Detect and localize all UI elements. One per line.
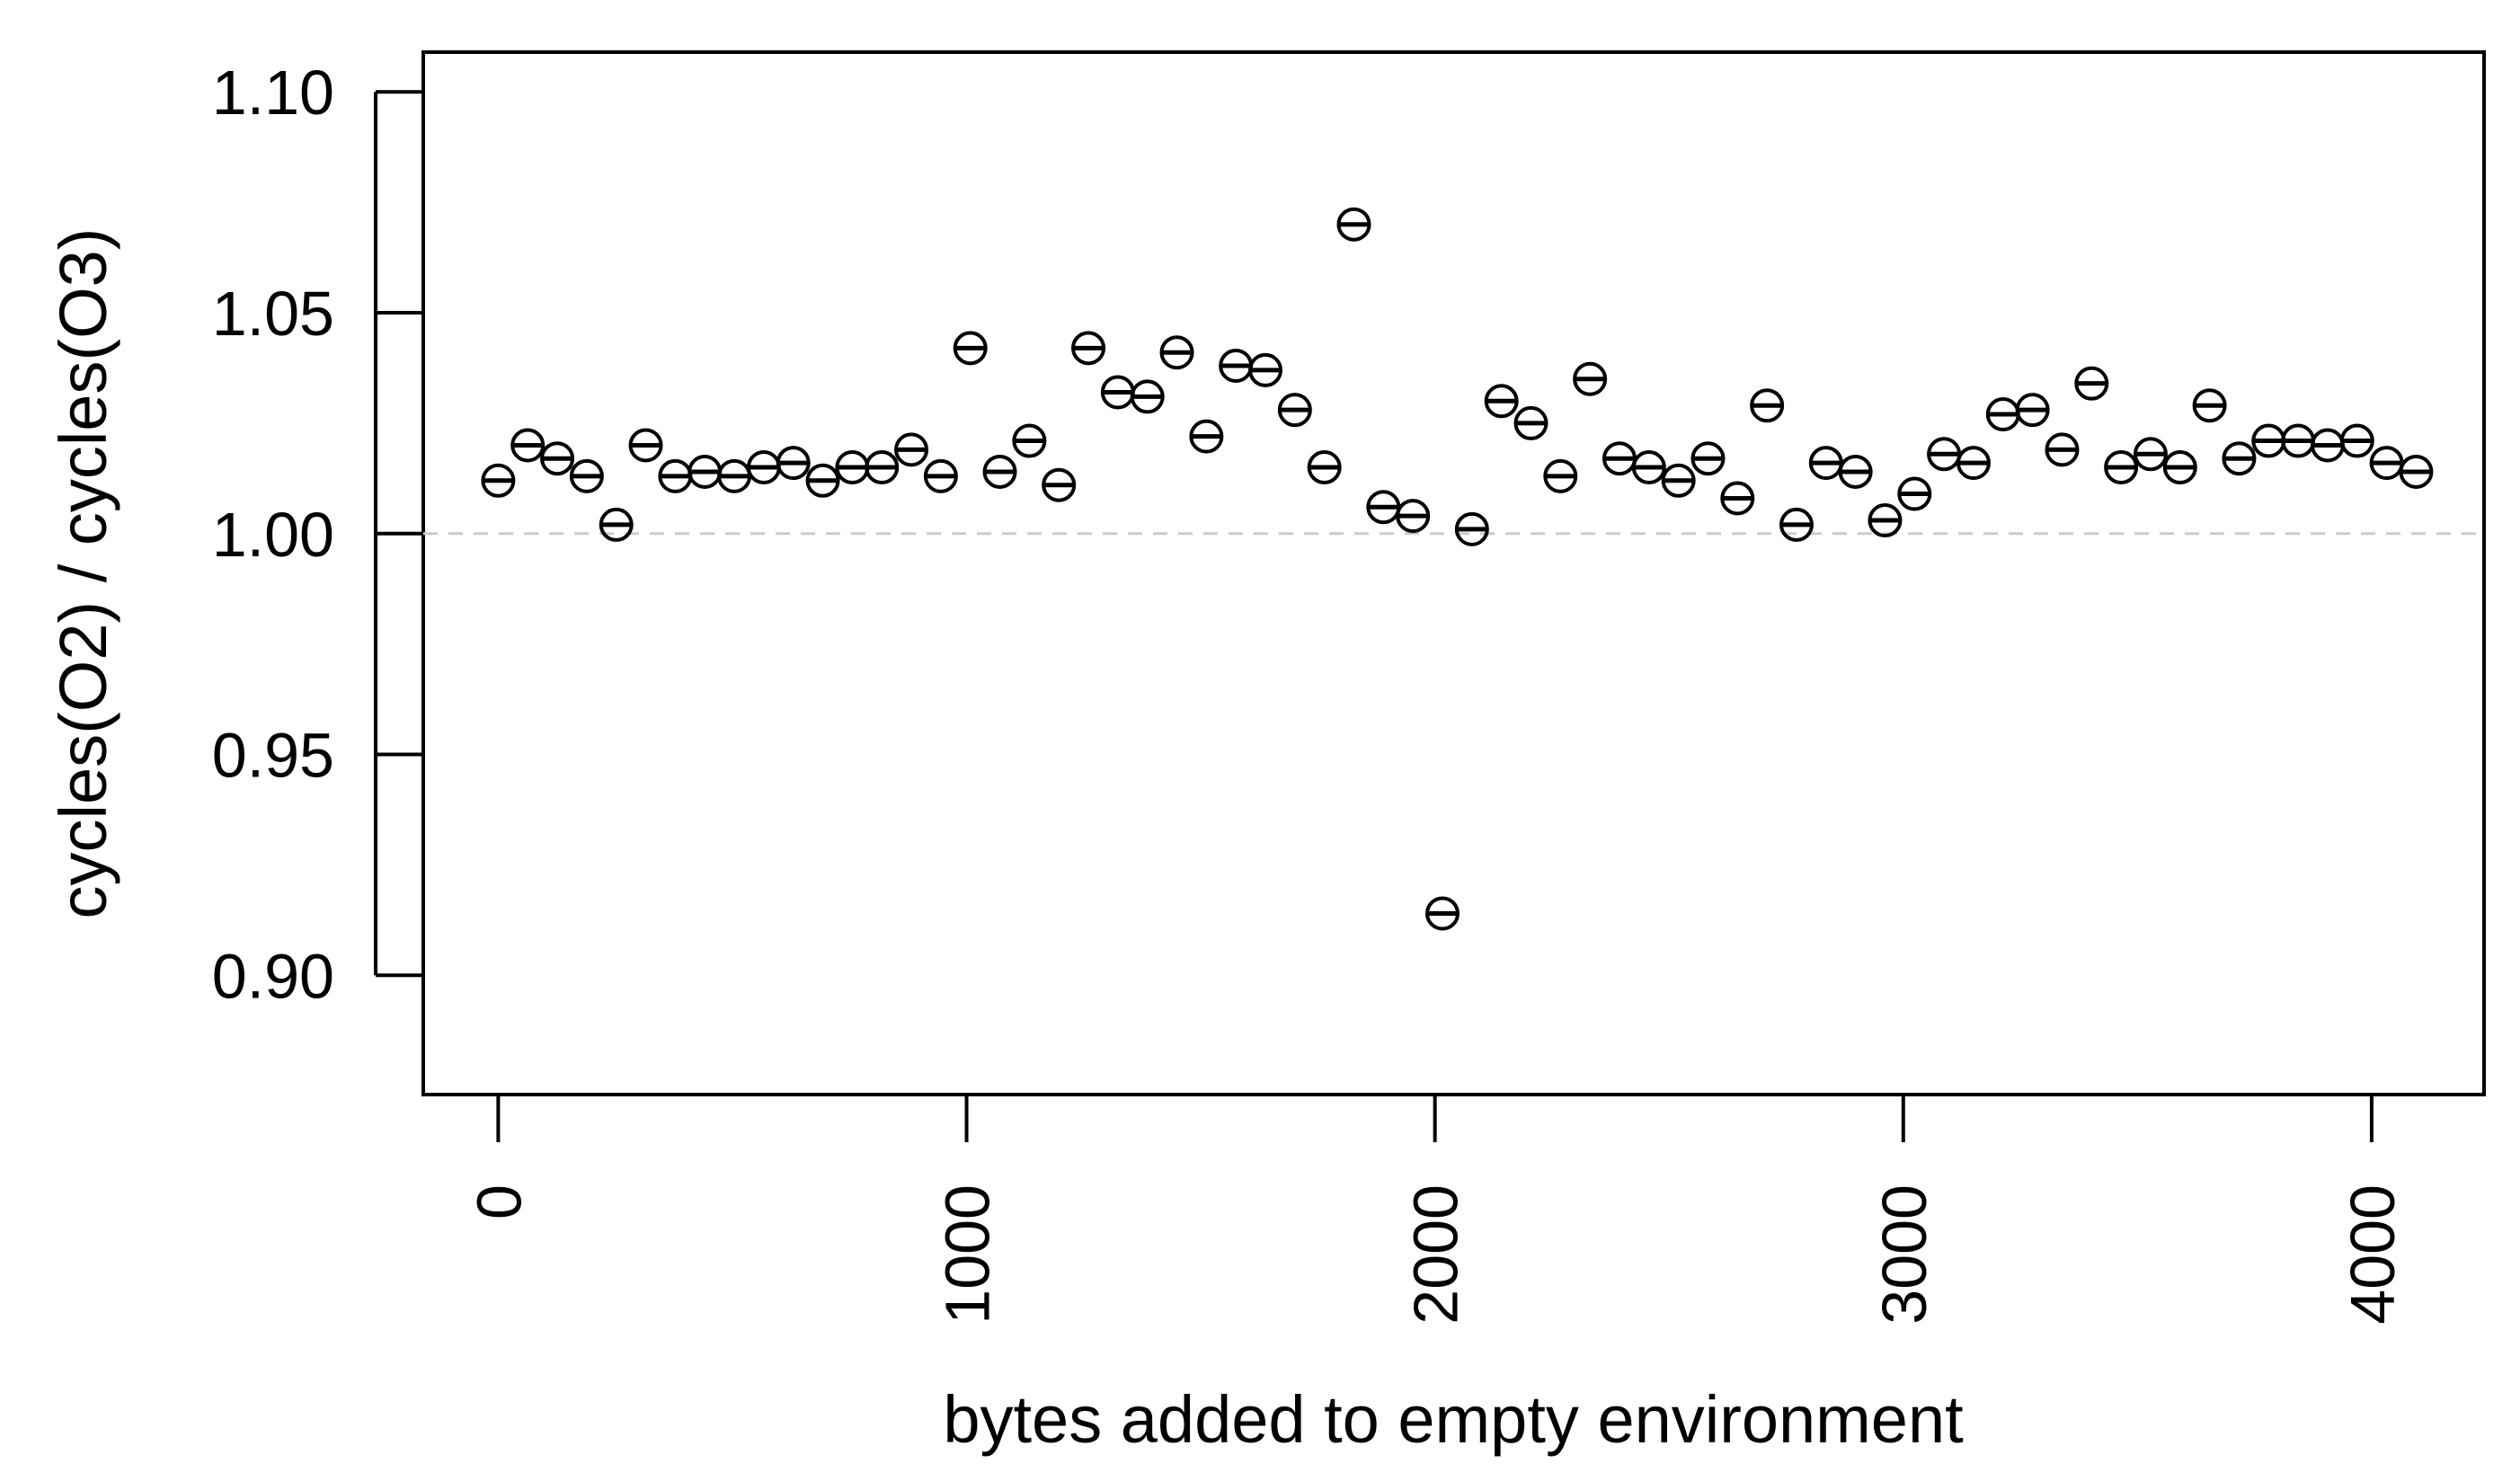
- data-point: [805, 463, 840, 498]
- data-point: [1956, 446, 1991, 481]
- data-point: [2162, 450, 2197, 485]
- data-point: [2399, 454, 2434, 489]
- data-point: [599, 507, 634, 542]
- data-point: [510, 428, 546, 463]
- x-tick-label: 2000: [1401, 1184, 1471, 1325]
- data-point: [2192, 388, 2227, 423]
- y-axis-title: cycles(O2) / cycles(O3): [46, 228, 120, 919]
- data-point: [1219, 348, 1254, 383]
- data-point: [2339, 423, 2374, 458]
- data-point: [1454, 511, 1489, 546]
- data-point: [628, 428, 663, 463]
- data-point: [2222, 441, 2257, 476]
- data-point: [717, 458, 752, 493]
- data-point: [569, 458, 604, 493]
- data-point: [2251, 423, 2286, 458]
- data-point: [1631, 450, 1666, 485]
- data-point: [776, 446, 811, 481]
- y-tick-label: 1.05: [212, 279, 334, 349]
- data-point: [894, 432, 929, 467]
- data-point: [1543, 458, 1578, 493]
- data-point: [1042, 467, 1077, 502]
- data-point: [1100, 375, 1135, 410]
- data-point: [953, 331, 988, 366]
- data-point: [1897, 476, 1932, 511]
- data-point: [1602, 441, 1637, 476]
- data-point: [1248, 352, 1283, 387]
- data-point: [746, 450, 781, 485]
- x-tick-label: 1000: [933, 1184, 1003, 1325]
- y-axis: 0.90 0.95 1.00 1.05 1.10: [212, 58, 423, 1011]
- data-point: [2074, 366, 2109, 401]
- x-tick-label: 0: [464, 1184, 534, 1219]
- data-point: [2310, 428, 2345, 463]
- data-point: [2015, 393, 2050, 428]
- data-point: [1690, 441, 1726, 476]
- data-point: [1868, 503, 1903, 538]
- data-point: [1336, 207, 1371, 242]
- data-point: [1424, 896, 1460, 931]
- data-point: [2104, 450, 2139, 485]
- data-points: [481, 207, 2434, 931]
- data-point: [1985, 397, 2020, 432]
- data-point: [2045, 432, 2080, 467]
- data-point: [982, 454, 1017, 489]
- data-point: [1159, 335, 1194, 370]
- data-point: [2281, 423, 2316, 458]
- data-point: [1307, 450, 1342, 485]
- data-point: [1750, 388, 1785, 423]
- data-point: [1927, 437, 1962, 472]
- data-point: [1720, 481, 1755, 516]
- y-tick-label: 0.95: [212, 721, 334, 791]
- data-point: [1661, 463, 1696, 498]
- y-tick-label: 1.10: [212, 58, 334, 128]
- data-point: [1808, 446, 1843, 481]
- data-point: [923, 458, 958, 493]
- data-point: [658, 458, 693, 493]
- data-point: [688, 454, 723, 489]
- data-point: [540, 441, 575, 476]
- data-point: [1396, 499, 1431, 534]
- data-point: [1130, 379, 1165, 414]
- x-tick-label: 3000: [1869, 1184, 1939, 1325]
- data-point: [1573, 361, 1608, 396]
- data-point: [1513, 405, 1548, 440]
- data-point: [1366, 490, 1401, 525]
- data-point: [1012, 423, 1047, 458]
- plot-frame: [421, 50, 2486, 1096]
- data-point: [835, 450, 870, 485]
- y-tick-label: 0.90: [212, 941, 334, 1011]
- data-point: [1838, 454, 1873, 489]
- data-point: [481, 463, 516, 498]
- data-point: [2369, 446, 2404, 481]
- data-point: [1189, 419, 1224, 454]
- x-axis-title: bytes added to empty environment: [943, 1382, 1964, 1457]
- data-point: [865, 450, 900, 485]
- x-tick-label: 4000: [2338, 1184, 2408, 1325]
- data-point: [2133, 437, 2168, 472]
- data-point: [1277, 393, 1312, 428]
- data-point: [1779, 507, 1814, 542]
- y-tick-label: 1.00: [212, 500, 334, 570]
- x-axis: 0 1000 2000 3000 4000: [464, 1093, 2408, 1325]
- data-point: [1071, 331, 1106, 366]
- data-point: [1484, 384, 1519, 419]
